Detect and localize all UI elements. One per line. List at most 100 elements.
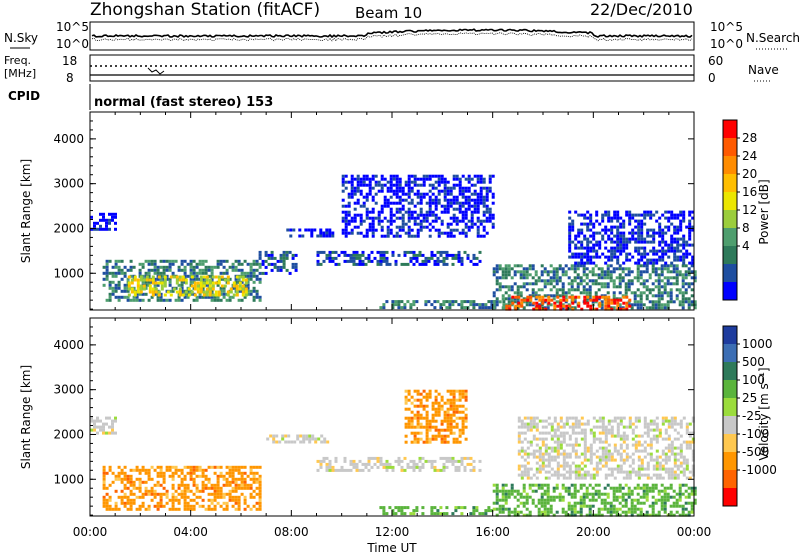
velocity-cell xyxy=(585,486,589,490)
power-cell xyxy=(607,258,611,262)
power-cell xyxy=(126,298,130,302)
velocity-cell xyxy=(213,489,217,493)
power-cell xyxy=(625,210,629,214)
velocity-cell xyxy=(631,437,635,441)
power-cell xyxy=(681,264,685,268)
power-cell xyxy=(407,192,411,196)
velocity-cell xyxy=(466,456,470,460)
velocity-cell xyxy=(580,467,584,471)
power-cell xyxy=(205,278,209,282)
velocity-cell xyxy=(425,419,429,423)
power-cell xyxy=(564,273,568,277)
velocity-cell xyxy=(120,489,124,493)
velocity-cell xyxy=(526,473,530,477)
power-cell xyxy=(132,286,136,290)
power-cell xyxy=(235,284,239,288)
velocity-cell xyxy=(419,398,423,402)
velocity-cell xyxy=(237,495,241,499)
power-cell xyxy=(589,258,593,262)
power-cell xyxy=(222,295,226,299)
power-cell xyxy=(631,255,635,259)
power-cell xyxy=(133,290,137,294)
power-cell xyxy=(350,186,354,190)
power-cell xyxy=(403,306,407,310)
power-cell xyxy=(574,295,578,299)
power-cell xyxy=(525,282,529,286)
power-cell xyxy=(163,281,167,285)
power-cell xyxy=(631,231,635,235)
power-cell xyxy=(120,289,124,293)
power-cell xyxy=(666,264,670,268)
power-cell xyxy=(180,280,184,284)
power-cell xyxy=(681,282,685,286)
velocity-cell xyxy=(565,422,569,426)
velocity-cell xyxy=(678,504,682,508)
velocity-cell xyxy=(565,476,569,480)
power-cell xyxy=(549,288,553,292)
power-cell xyxy=(445,250,449,254)
velocity-colorbar-tick-label: 500 xyxy=(742,355,765,369)
power-cell xyxy=(452,216,456,220)
velocity-cell xyxy=(123,492,127,496)
power-cell xyxy=(141,265,145,269)
velocity-cell xyxy=(237,486,241,490)
power-cell xyxy=(228,277,232,281)
velocity-cell xyxy=(651,507,655,511)
velocity-cell xyxy=(654,501,658,505)
velocity-cell xyxy=(424,459,428,463)
power-cell xyxy=(425,174,429,178)
velocity-cell xyxy=(132,498,136,502)
power-cell xyxy=(451,300,455,304)
velocity-cell xyxy=(455,416,459,420)
power-cell xyxy=(205,275,209,279)
velocity-cell xyxy=(159,492,163,496)
power-cell xyxy=(376,259,380,263)
velocity-cell xyxy=(684,513,688,517)
power-cell xyxy=(580,246,584,250)
velocity-cell xyxy=(397,462,401,466)
power-cell xyxy=(657,291,661,295)
power-cell xyxy=(482,219,486,223)
power-cell xyxy=(344,213,348,217)
power-cell xyxy=(422,225,426,229)
velocity-cell xyxy=(691,458,695,462)
velocity-cell xyxy=(102,486,106,490)
power-cell xyxy=(628,240,632,244)
velocity-cell xyxy=(439,512,443,516)
velocity-cell xyxy=(622,449,626,453)
velocity-cell xyxy=(684,483,688,487)
power-cell xyxy=(368,228,372,232)
power-cell xyxy=(344,225,348,229)
velocity-cell xyxy=(523,431,527,435)
velocity-cell xyxy=(443,437,447,441)
velocity-cell xyxy=(619,464,623,468)
power-cell xyxy=(99,227,102,231)
power-cell xyxy=(136,290,140,294)
power-cell xyxy=(495,276,499,280)
velocity-cell xyxy=(642,483,646,487)
power-cell xyxy=(580,243,584,247)
velocity-cell xyxy=(681,507,685,511)
power-cell xyxy=(691,243,695,247)
velocity-cell xyxy=(138,480,142,484)
velocity-cell xyxy=(535,425,539,429)
power-cell xyxy=(356,177,360,181)
velocity-cell xyxy=(556,473,560,477)
velocity-cell xyxy=(413,434,417,438)
velocity-cell xyxy=(464,407,468,411)
power-cell xyxy=(350,177,354,181)
power-cell xyxy=(219,271,223,275)
power-cell xyxy=(627,285,631,289)
power-cell xyxy=(358,262,362,266)
power-region-6 xyxy=(341,174,495,238)
power-cell xyxy=(688,210,692,214)
power-cell xyxy=(219,298,223,302)
velocity-cell xyxy=(646,422,650,426)
velocity-cell xyxy=(526,455,530,459)
velocity-cell xyxy=(532,437,536,441)
velocity-cell xyxy=(597,513,601,517)
power-cell xyxy=(246,277,250,281)
power-cell xyxy=(585,297,589,301)
power-cell xyxy=(377,213,381,217)
power-cell xyxy=(604,228,608,232)
